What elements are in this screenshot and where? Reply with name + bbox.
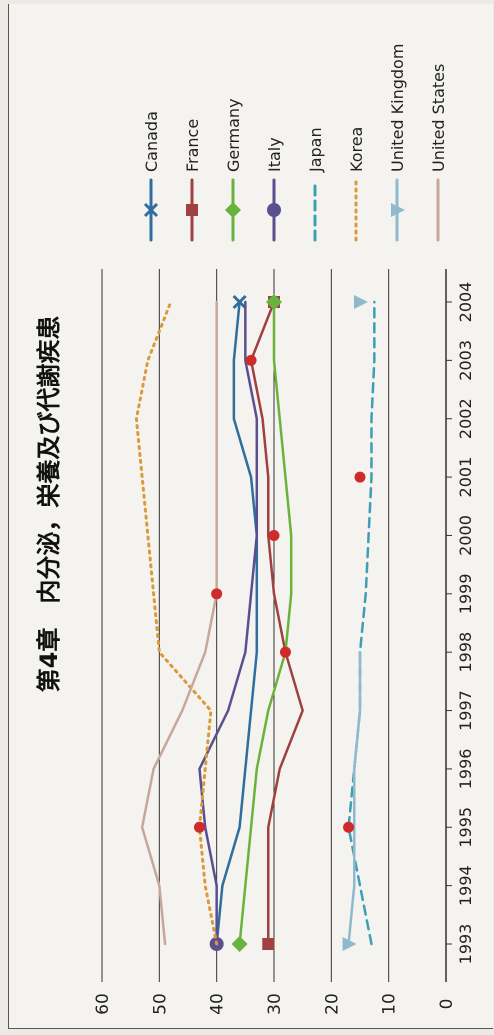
- series-line: [134, 300, 219, 946]
- legend-item: Korea: [347, 127, 366, 242]
- legend-item: United Kingdom: [388, 44, 407, 242]
- legend-item: United States: [429, 64, 448, 242]
- series-line: [347, 650, 362, 946]
- category-tick-label: 1999: [456, 573, 475, 614]
- legend-label: United States: [429, 64, 448, 172]
- triangle-marker: [391, 203, 405, 217]
- annotation-dot: [211, 588, 223, 600]
- category-tick-label: 2001: [456, 457, 475, 498]
- category-tick-label: 1995: [456, 807, 475, 848]
- category-tick-label: 1998: [456, 632, 475, 673]
- category-tick-label: 2004: [456, 282, 475, 323]
- legend-item: Japan: [306, 127, 325, 242]
- legend-item: Italy: [265, 137, 284, 242]
- category-tick-label: 2000: [456, 515, 475, 556]
- series-line: [238, 300, 293, 946]
- annotation-dot: [268, 529, 280, 541]
- legend-label: Germany: [224, 98, 243, 172]
- plot-area: 0 10 20 30 40 50 60 1993 1994 1995 1996 1997 1998 199…: [93, 269, 475, 1015]
- value-tick-label: 30: [265, 993, 285, 1015]
- annotation-dot: [354, 471, 366, 483]
- value-tick-label: 0: [437, 999, 457, 1010]
- category-tick-label: 1994: [456, 865, 475, 906]
- legend-item: Canada: [142, 111, 161, 242]
- square-marker: [262, 938, 275, 950]
- annotation-dot: [279, 646, 291, 658]
- annotation-dot: [245, 354, 257, 366]
- category-tick-label: 2003: [456, 340, 475, 381]
- series-line: [198, 300, 259, 946]
- series-line: [140, 300, 218, 946]
- category-tick-label: 1993: [456, 924, 475, 965]
- legend-label: Canada: [142, 111, 161, 172]
- value-tick-label: 60: [93, 993, 113, 1015]
- square-marker: [186, 204, 198, 216]
- value-tick-label: 40: [208, 993, 228, 1015]
- value-tick-label: 10: [380, 993, 400, 1015]
- series-line: [249, 300, 304, 946]
- annotation-dot: [343, 821, 355, 833]
- x-marker: [232, 294, 247, 310]
- category-tick-label: 1996: [456, 749, 475, 790]
- series-line: [215, 300, 259, 946]
- value-tick-label: 20: [322, 993, 342, 1015]
- triangle-marker: [354, 295, 368, 309]
- series-canada: [215, 294, 259, 946]
- legend-label: France: [183, 119, 202, 172]
- triangle-marker: [342, 937, 357, 951]
- legend-label: Italy: [265, 137, 284, 172]
- annotation-dot: [193, 821, 205, 833]
- series-united-kingdom: [342, 295, 368, 951]
- legend-item: France: [183, 119, 202, 242]
- value-tick-label: 50: [150, 993, 170, 1015]
- legend-item: Germany: [224, 98, 243, 242]
- series-japan: [347, 300, 376, 946]
- diamond-marker: [266, 294, 282, 310]
- legend-label: United Kingdom: [388, 44, 407, 172]
- legend-label: Korea: [347, 127, 366, 172]
- chart-frame: 0 10 20 30 40 50 60 1993 1994 1995 1996 1997 1998 199…: [8, 4, 493, 1029]
- series-united-states: [140, 300, 218, 946]
- circle-marker: [267, 203, 281, 217]
- series-line: [347, 300, 376, 946]
- legend: Canada France Germany Italy Japan Korea United…: [142, 44, 448, 242]
- diamond-marker: [225, 202, 241, 218]
- series-korea: [134, 300, 219, 946]
- category-tick-label: 1997: [456, 690, 475, 731]
- x-marker: [143, 202, 159, 218]
- category-tick-label: 2002: [456, 398, 475, 439]
- line-chart: 0 10 20 30 40 50 60 1993 1994 1995 1996 1997 1998 199…: [35, 44, 475, 1015]
- diamond-marker: [231, 936, 248, 952]
- chart-title: 第4章 内分泌，栄養及び代謝疾患: [35, 316, 63, 693]
- legend-label: Japan: [306, 127, 325, 173]
- series-germany: [231, 294, 293, 952]
